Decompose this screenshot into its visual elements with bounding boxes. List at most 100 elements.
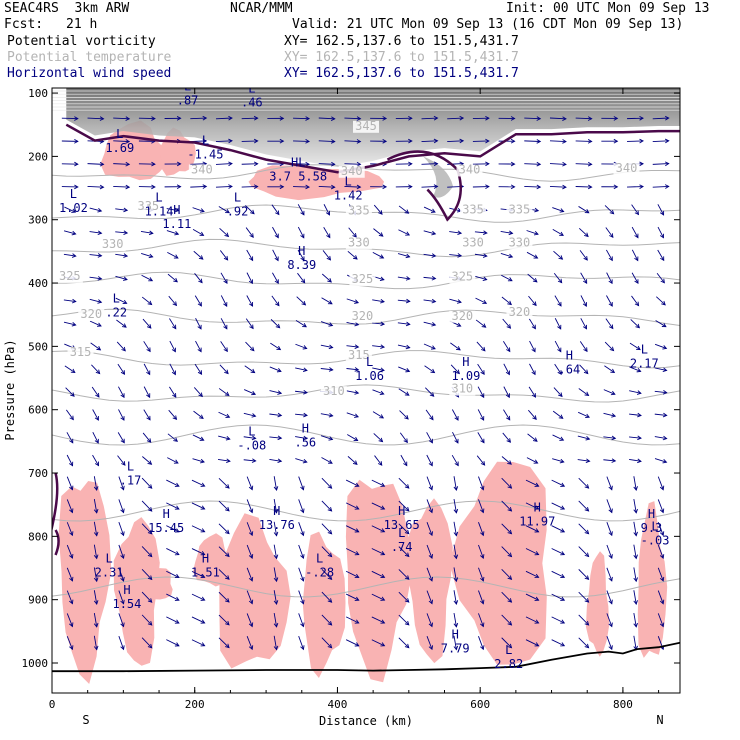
extremum-value: 13.76 — [259, 518, 295, 532]
wind-vector — [421, 140, 438, 143]
wind-vector-head — [377, 461, 383, 466]
theta-label-bg — [345, 350, 372, 363]
wind-vector — [115, 231, 128, 234]
wind-vector-head — [69, 531, 74, 537]
wind-vector — [244, 365, 255, 373]
wind-vector-head — [382, 184, 388, 190]
wind-vector-head — [275, 323, 281, 329]
wind-vector — [192, 434, 204, 441]
wind-vector-head — [404, 391, 410, 396]
wind-vector — [220, 318, 228, 330]
wind-vector-head — [147, 598, 153, 603]
wind-vector — [551, 548, 565, 555]
wind-vector — [397, 276, 410, 280]
wind-vector — [320, 435, 333, 440]
wind-vector-head — [532, 437, 538, 442]
wind-vector — [298, 567, 304, 582]
wind-vector-head — [69, 599, 74, 605]
wind-vector — [141, 500, 153, 512]
wind-vector — [192, 207, 205, 212]
wind-vector-head — [558, 414, 564, 419]
wind-vector-head — [507, 484, 513, 489]
wind-vector-head — [633, 531, 638, 537]
wind-vector-head — [122, 299, 128, 305]
wind-vector-head — [534, 573, 540, 579]
y-axis-label: Pressure (hPa) — [3, 339, 17, 440]
center-label: NCAR/MMM — [230, 1, 293, 16]
wind-vector-head — [225, 506, 230, 512]
wind-vector-head — [533, 254, 539, 259]
wind-vector-head — [223, 302, 228, 307]
wind-vector — [654, 458, 667, 463]
extremum-value: -1.45 — [187, 147, 223, 161]
field-theta-name: Potential temperature — [7, 50, 172, 65]
wind-vector — [398, 500, 410, 512]
wind-vector — [525, 548, 539, 555]
wind-vector — [347, 250, 358, 260]
wind-vector — [501, 456, 512, 465]
wind-vector-head — [97, 276, 103, 281]
wind-vector — [552, 410, 564, 419]
wind-vector — [477, 363, 485, 375]
wind-vector-head — [559, 208, 565, 213]
wind-vector — [606, 567, 613, 582]
wind-vector — [241, 186, 258, 188]
wind-vector — [191, 502, 205, 510]
wind-vector-head — [300, 256, 305, 262]
wind-vector-head — [659, 233, 665, 239]
wind-vector — [87, 117, 104, 120]
wind-vector — [195, 340, 202, 352]
wind-vector — [501, 569, 512, 580]
extremum-value: .56 — [294, 436, 316, 450]
wind-vector-head — [380, 321, 386, 327]
extremum-value: .92 — [227, 204, 249, 218]
wind-vector-head — [224, 369, 229, 375]
wind-vector — [398, 477, 410, 489]
wind-vector-head — [507, 643, 513, 649]
wind-vector-head — [93, 508, 99, 514]
wind-vector-head — [174, 619, 180, 624]
wind-vector-head — [200, 642, 206, 647]
wind-vector — [421, 117, 438, 120]
wind-vector — [501, 546, 512, 557]
wind-vector — [551, 525, 565, 533]
wind-vector — [605, 318, 614, 329]
wind-vector-head — [330, 184, 336, 190]
wind-vector — [526, 251, 538, 259]
wind-vector — [629, 366, 641, 372]
wind-vector — [89, 276, 102, 280]
wind-vector-head — [560, 551, 566, 556]
wind-vector-head — [74, 138, 79, 144]
wind-vector — [371, 639, 385, 647]
wind-vector-head — [608, 599, 613, 605]
wind-vector-head — [225, 209, 230, 214]
wind-vector — [241, 140, 258, 142]
wind-vector-head — [328, 344, 334, 350]
wind-vector-head — [300, 576, 305, 582]
wind-vector-head — [380, 596, 386, 601]
wind-vector — [578, 227, 589, 237]
extremum-kind: L — [116, 127, 123, 141]
y-tick-label: 100 — [28, 87, 48, 100]
wind-vector-head — [584, 529, 590, 535]
wind-vector-head — [70, 392, 75, 397]
wind-vector-head — [506, 324, 512, 329]
wind-vector — [166, 208, 179, 212]
wind-vector-head — [69, 438, 74, 444]
wind-vector-head — [532, 415, 537, 421]
extremum-kind: L — [248, 425, 255, 439]
wind-vector-head — [276, 368, 282, 373]
wind-vector-head — [380, 344, 386, 349]
wind-vector-head — [480, 393, 485, 399]
wind-vector — [629, 413, 642, 416]
wind-vector-head — [661, 300, 666, 306]
wind-vector-head — [582, 302, 587, 307]
wind-vector — [298, 499, 304, 513]
wind-vector-head — [327, 620, 333, 626]
wind-vector — [93, 521, 98, 536]
wind-vector — [66, 454, 73, 466]
wind-vector — [426, 636, 433, 650]
wind-vector — [655, 320, 667, 328]
wind-vector-head — [613, 184, 619, 190]
wind-vector-head — [584, 232, 589, 238]
